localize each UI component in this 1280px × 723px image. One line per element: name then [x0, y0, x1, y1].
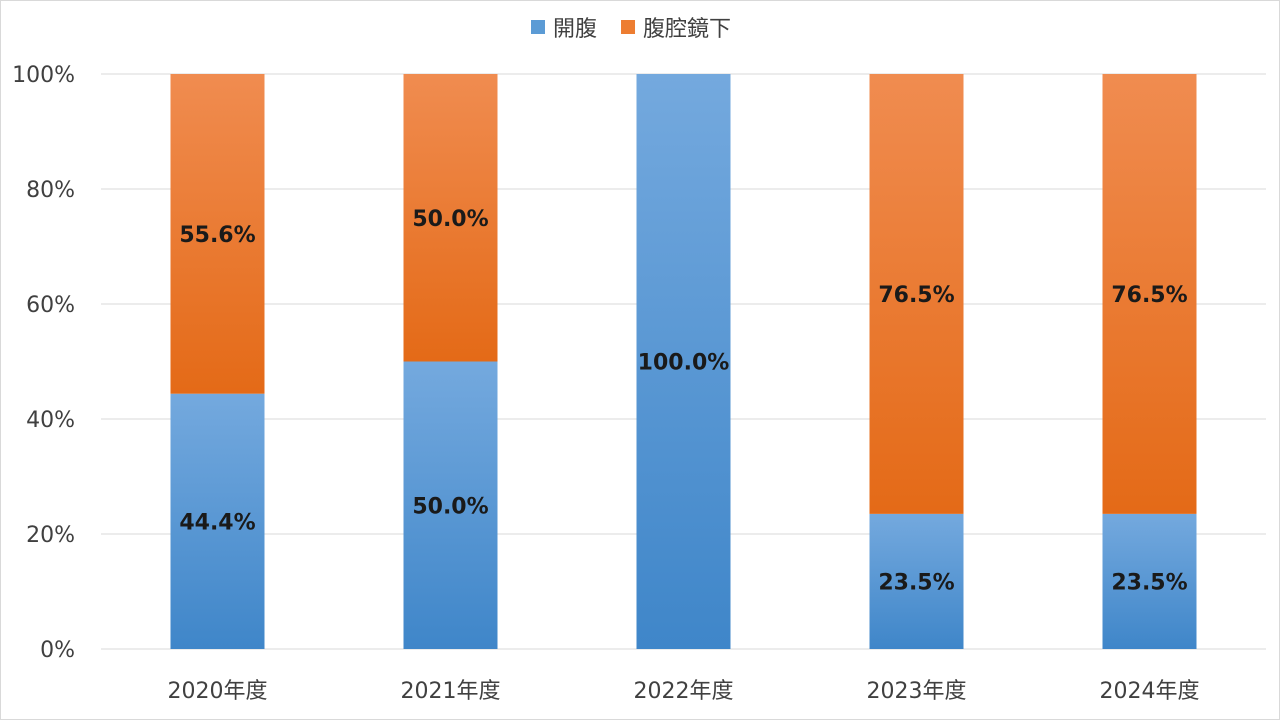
y-tick-label: 0%: [40, 638, 75, 663]
data-labels: 44.4% 55.6% 50.0% 50.0% 100.0% 23.5% 76.5% 23.5…: [179, 207, 1187, 596]
y-axis: 0% 20% 40% 60% 80% 100%: [12, 63, 75, 663]
x-tick-label: 2024年度: [1100, 679, 1200, 704]
legend: 開腹 腹腔鏡下: [531, 17, 731, 42]
bar-fukukukyo-0: [170, 74, 265, 394]
x-tick-label: 2021年度: [401, 679, 501, 704]
data-label: 76.5%: [1111, 283, 1187, 308]
data-label: 100.0%: [638, 351, 730, 376]
bar-kaifuku-1: [403, 361, 498, 649]
data-label: 50.0%: [412, 207, 488, 232]
bars: [170, 74, 1197, 649]
y-tick-label: 80%: [26, 178, 75, 203]
bar-fukukukyo-1: [403, 74, 498, 362]
legend-swatch: [621, 20, 636, 34]
bar-kaifuku-3: [869, 513, 964, 649]
x-tick-label: 2023年度: [867, 679, 967, 704]
legend-label: 腹腔鏡下: [643, 17, 731, 42]
bar-fukukukyo-4: [1102, 74, 1197, 514]
data-label: 50.0%: [412, 494, 488, 519]
y-tick-label: 20%: [26, 523, 75, 548]
bar-fukukukyo-3: [869, 74, 964, 514]
bar-kaifuku-2: [636, 74, 731, 649]
y-tick-label: 100%: [12, 63, 75, 88]
data-label: 76.5%: [878, 283, 954, 308]
legend-swatch: [531, 20, 545, 34]
bar-kaifuku-4: [1102, 513, 1197, 649]
y-tick-label: 60%: [26, 293, 75, 318]
data-label: 44.4%: [179, 510, 255, 535]
x-axis: 2020年度 2021年度 2022年度 2023年度 2024年度: [168, 679, 1200, 704]
legend-label: 開腹: [553, 17, 597, 42]
y-tick-label: 40%: [26, 408, 75, 433]
bar-kaifuku-0: [170, 393, 265, 649]
data-label: 23.5%: [1111, 570, 1187, 595]
data-label: 55.6%: [179, 223, 255, 248]
data-label: 23.5%: [878, 570, 954, 595]
x-tick-label: 2022年度: [634, 679, 734, 704]
x-tick-label: 2020年度: [168, 679, 268, 704]
